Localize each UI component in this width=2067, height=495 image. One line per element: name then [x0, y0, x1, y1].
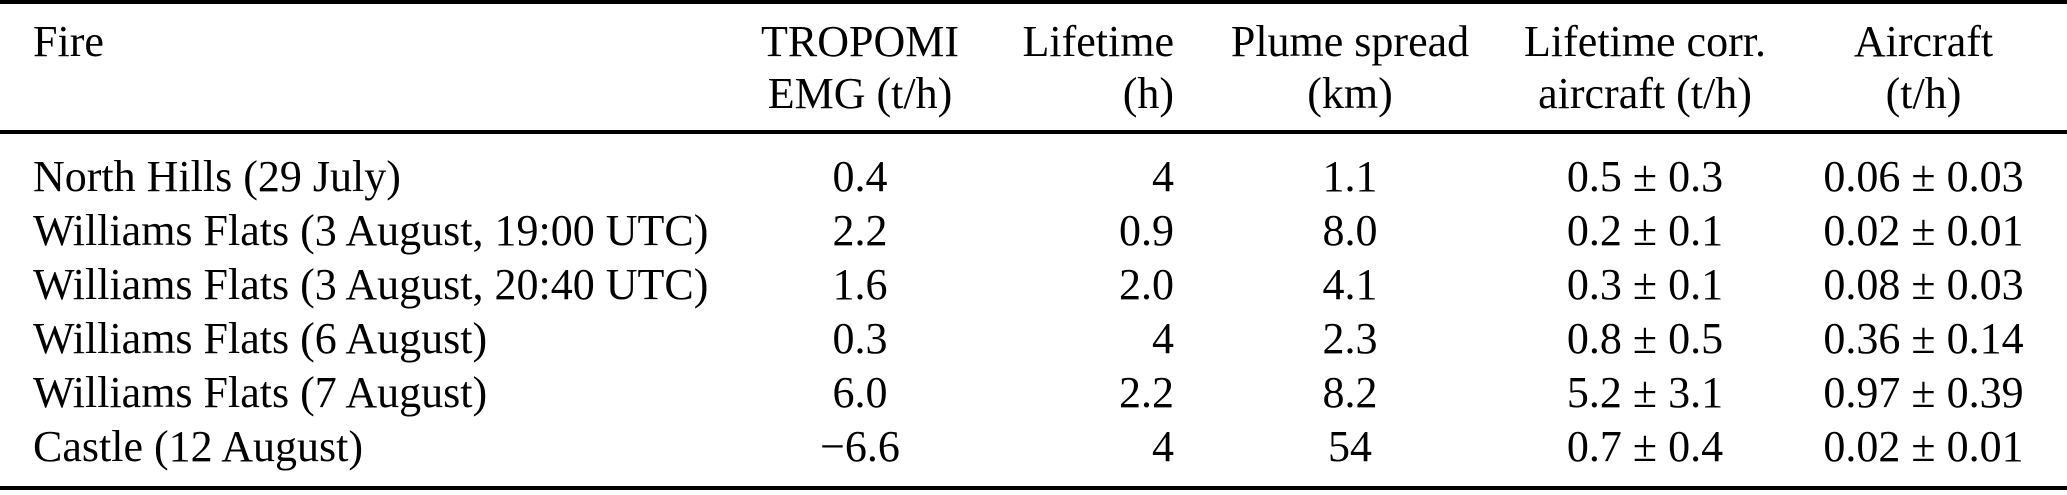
cell-aircraft: 0.97 ± 0.39	[1823, 368, 2024, 417]
cell-lifetime-corr-aircraft: 0.2 ± 0.1	[1566, 206, 1724, 255]
column-header-aircraft-line2: (t/h)	[1885, 69, 1962, 118]
cell-tropomi-emg: 1.6	[832, 260, 888, 309]
cell-plume-spread: 1.1	[1322, 152, 1378, 201]
cell-lifetime-corr-aircraft: 0.3 ± 0.1	[1566, 260, 1724, 309]
cell-aircraft: 0.06 ± 0.03	[1823, 152, 2024, 201]
cell-lifetime: 4	[1152, 152, 1174, 201]
cell-aircraft: 0.36 ± 0.14	[1823, 314, 2024, 363]
cell-aircraft: 0.02 ± 0.01	[1823, 422, 2024, 471]
cell-fire: Williams Flats (7 August)	[33, 368, 488, 417]
column-header-lifetime-line1: Lifetime	[1022, 17, 1175, 66]
cell-plume-spread: 2.3	[1322, 314, 1378, 363]
column-header-fire: Fire	[0, 2, 700, 134]
cell-plume-spread: 8.2	[1322, 368, 1378, 417]
cell-lifetime: 0.9	[1119, 206, 1174, 255]
cell-tropomi-emg: 6.0	[832, 368, 888, 417]
cell-lifetime: 2.0	[1119, 260, 1174, 309]
table-body: North Hills (29 July) 0.4 4 1.1 0.5 ± 0.…	[0, 132, 2067, 488]
column-header-plume-spread: Plume spread (km)	[1190, 2, 1510, 134]
cell-tropomi-emg: 0.3	[832, 314, 888, 363]
cell-aircraft: 0.08 ± 0.03	[1823, 260, 2024, 309]
cell-plume-spread: 54	[1328, 422, 1372, 471]
table-row: Williams Flats (6 August) 0.3 4 2.3 0.8 …	[0, 312, 2067, 366]
column-header-aircraft: Aircraft (t/h)	[1780, 2, 2067, 134]
header-row: Fire TROPOMI EMG (t/h) Lifetime (h) Plum…	[0, 2, 2067, 134]
cell-tropomi-emg: 2.2	[832, 206, 888, 255]
column-header-tropomi-emg: TROPOMI EMG (t/h)	[700, 2, 1020, 134]
table-row: Williams Flats (7 August) 6.0 2.2 8.2 5.…	[0, 366, 2067, 420]
cell-lifetime-corr-aircraft: 0.5 ± 0.3	[1566, 152, 1724, 201]
cell-lifetime: 4	[1152, 422, 1174, 471]
cell-plume-spread: 4.1	[1322, 260, 1378, 309]
cell-lifetime: 4	[1152, 314, 1174, 363]
column-header-lifetime-corr-aircraft: Lifetime corr. aircraft (t/h)	[1510, 2, 1780, 134]
table-header: Fire TROPOMI EMG (t/h) Lifetime (h) Plum…	[0, 2, 2067, 134]
column-header-lifetime-corr-aircraft-line1: Lifetime corr.	[1524, 17, 1766, 66]
table-row: North Hills (29 July) 0.4 4 1.1 0.5 ± 0.…	[0, 132, 2067, 204]
cell-lifetime-corr-aircraft: 5.2 ± 3.1	[1566, 368, 1724, 417]
cell-aircraft: 0.02 ± 0.01	[1823, 206, 2024, 255]
column-header-lifetime-line2: (h)	[1122, 69, 1174, 118]
cell-fire: Williams Flats (3 August, 20:40 UTC)	[33, 260, 709, 309]
table-row: Castle (12 August) −6.6 4 54 0.7 ± 0.4 0…	[0, 420, 2067, 488]
column-header-aircraft-line1: Aircraft	[1853, 17, 1994, 66]
column-header-lifetime-corr-aircraft-line2: aircraft (t/h)	[1538, 69, 1752, 118]
cell-lifetime: 2.2	[1119, 368, 1174, 417]
table-row: Williams Flats (3 August, 20:40 UTC) 1.6…	[0, 258, 2067, 312]
column-header-plume-spread-line2: (km)	[1307, 69, 1393, 118]
column-header-lifetime: Lifetime (h)	[1020, 2, 1190, 134]
table-row: Williams Flats (3 August, 19:00 UTC) 2.2…	[0, 204, 2067, 258]
column-header-tropomi-emg-line1: TROPOMI	[760, 17, 960, 66]
cell-fire: Castle (12 August)	[33, 422, 363, 471]
cell-fire: Williams Flats (3 August, 19:00 UTC)	[33, 206, 709, 255]
cell-lifetime-corr-aircraft: 0.8 ± 0.5	[1566, 314, 1724, 363]
cell-tropomi-emg: 0.4	[832, 152, 888, 201]
column-header-fire-line1: Fire	[33, 17, 104, 66]
column-header-tropomi-emg-line2: EMG (t/h)	[767, 69, 953, 118]
cell-tropomi-emg: −6.6	[820, 422, 900, 471]
cell-lifetime-corr-aircraft: 0.7 ± 0.4	[1566, 422, 1724, 471]
cell-fire: North Hills (29 July)	[33, 152, 401, 201]
column-header-plume-spread-line1: Plume spread	[1230, 17, 1470, 66]
cell-plume-spread: 8.0	[1322, 206, 1378, 255]
cell-fire: Williams Flats (6 August)	[33, 314, 488, 363]
